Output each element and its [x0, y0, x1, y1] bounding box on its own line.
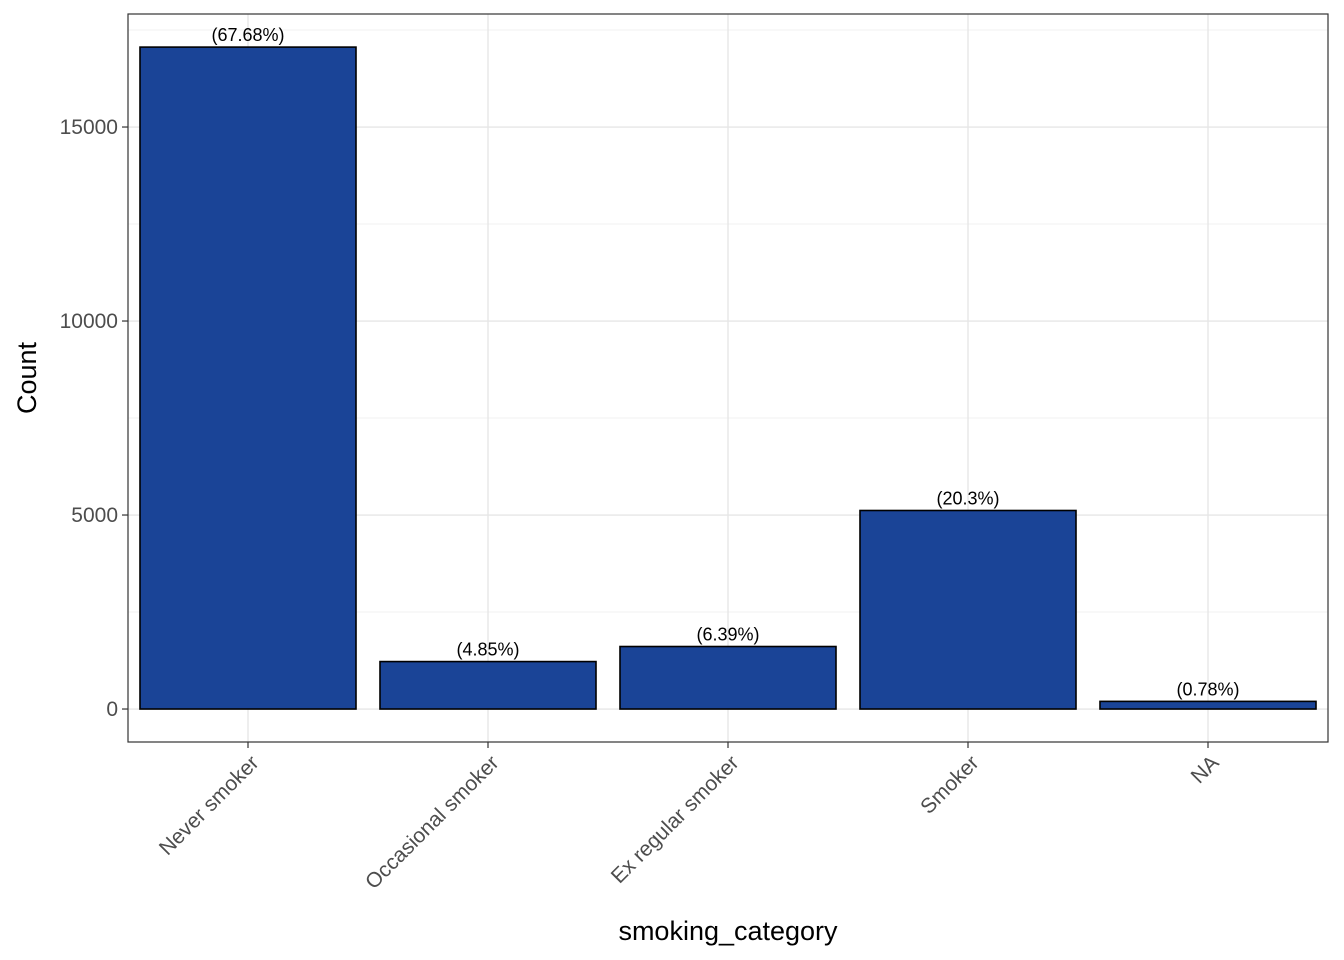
bar-data-label: (20.3%) [936, 488, 999, 508]
bars [139, 46, 1317, 710]
x-tick-label: Ex regular smoker [607, 751, 744, 888]
bar-ex-regular-smoker [619, 645, 837, 710]
x-tick-label: Smoker [916, 751, 983, 818]
bar-smoker [859, 509, 1077, 710]
bar-na [1099, 700, 1317, 710]
bar-never-smoker [139, 46, 357, 710]
x-tick-label: Never smoker [155, 751, 264, 860]
x-axis-title: smoking_category [618, 916, 838, 946]
x-axis: Never smoker Occasional smoker Ex regular … [155, 742, 1224, 894]
bar-data-label: (0.78%) [1176, 679, 1239, 699]
bar-occasional-smoker [379, 660, 597, 710]
bar-data-label: (6.39%) [696, 625, 759, 645]
y-tick-label: 0 [106, 698, 118, 721]
x-tick-label: NA [1187, 751, 1224, 788]
data-labels: (67.68%) (4.85%) (6.39%) (20.3%) (0.78%) [211, 25, 1239, 699]
x-tick-label: Occasional smoker [361, 751, 504, 894]
bar-data-label: (4.85%) [456, 640, 519, 660]
y-tick-label: 10000 [60, 310, 118, 333]
y-axis: 0 5000 10000 15000 [60, 116, 128, 721]
y-tick-label: 15000 [60, 116, 118, 139]
y-tick-label: 5000 [71, 504, 118, 527]
y-axis-title: Count [12, 341, 42, 414]
bar-data-label: (67.68%) [211, 25, 284, 45]
